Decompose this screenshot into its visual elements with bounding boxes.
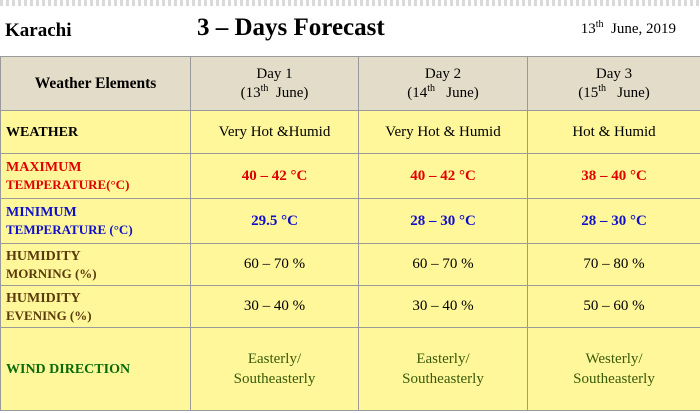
day-2-header: Day 2 (14th June) (358, 56, 528, 111)
day-3-date: 15 (583, 84, 599, 101)
humidity-evening-day-1: 30 – 40 % (190, 285, 359, 328)
day-3-label: Day 3 (595, 65, 633, 82)
wind-day-1: Easterly/ Southeasterly (190, 327, 359, 411)
row-label-max-temp: MAXIMUM TEMPERATURE(°C) (0, 153, 191, 199)
top-border-strip (0, 0, 700, 6)
table-row-humidity-evening: HUMIDITY EVENING (%) 30 – 40 % 30 – 40 %… (0, 285, 700, 328)
table-row-humidity-morning: HUMIDITY MORNING (%) 60 – 70 % 60 – 70 %… (0, 243, 700, 286)
row-label-humidity-evening: HUMIDITY EVENING (%) (0, 285, 191, 328)
max-temp-day-3: 38 – 40 °C (527, 153, 700, 199)
day-1-label: Day 1 (256, 65, 293, 82)
title-bar: Karachi 3 – Days Forecast 13th June, 201… (0, 6, 700, 56)
weather-elements-header: Weather Elements (0, 56, 191, 111)
date-day: 13 (580, 21, 596, 37)
table-row-weather: WEATHER Very Hot &Humid Very Hot & Humid… (0, 110, 700, 154)
humidity-morning-day-1: 60 – 70 % (190, 243, 359, 286)
day-3-header: Day 3 (15th June) (527, 56, 700, 111)
table-row-min-temp: MINIMUM TEMPERATURE (°C) 29.5 °C 28 – 30… (0, 198, 700, 244)
issue-date: 13th June, 2019 (580, 19, 676, 38)
day-2-label: Day 2 (424, 65, 462, 82)
date-suffix: th (595, 19, 604, 30)
weather-day-1: Very Hot &Humid (190, 110, 359, 154)
weather-day-2: Very Hot & Humid (358, 110, 528, 154)
row-label-wind: WIND DIRECTION (0, 327, 191, 411)
forecast-table: Weather Elements Day 1 (13th June) Day 2… (0, 56, 700, 411)
row-label-weather: WEATHER (0, 110, 191, 154)
table-row-wind: WIND DIRECTION Easterly/ Southeasterly E… (0, 327, 700, 411)
wind-day-2: Easterly/ Southeasterly (358, 327, 528, 411)
weather-day-3: Hot & Humid (527, 110, 700, 154)
humidity-morning-day-3: 70 – 80 % (527, 243, 700, 286)
max-temp-day-1: 40 – 42 °C (190, 153, 359, 199)
page-title: 3 – Days Forecast (197, 14, 385, 41)
date-rest: June, 2019 (611, 21, 676, 37)
humidity-evening-day-2: 30 – 40 % (358, 285, 528, 328)
day-1-header: Day 1 (13th June) (190, 56, 359, 111)
table-header-row: Weather Elements Day 1 (13th June) Day 2… (0, 56, 700, 111)
min-temp-day-2: 28 – 30 °C (358, 198, 528, 244)
humidity-morning-day-2: 60 – 70 % (358, 243, 528, 286)
humidity-evening-day-3: 50 – 60 % (527, 285, 700, 328)
row-label-min-temp: MINIMUM TEMPERATURE (°C) (0, 198, 191, 244)
min-temp-day-3: 28 – 30 °C (527, 198, 700, 244)
max-temp-day-2: 40 – 42 °C (358, 153, 528, 199)
min-temp-day-1: 29.5 °C (190, 198, 359, 244)
table-row-max-temp: MAXIMUM TEMPERATURE(°C) 40 – 42 °C 40 – … (0, 153, 700, 199)
wind-day-3: Westerly/ Southeasterly (527, 327, 700, 411)
day-1-date: 13 (245, 84, 261, 101)
row-label-humidity-morning: HUMIDITY MORNING (%) (0, 243, 191, 286)
day-2-date: 14 (412, 84, 428, 101)
city-name: Karachi (5, 20, 72, 41)
